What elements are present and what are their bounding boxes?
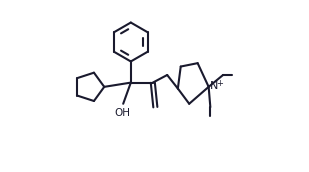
Text: N: N <box>210 81 218 91</box>
Text: +: + <box>216 79 222 88</box>
Text: OH: OH <box>114 108 130 118</box>
